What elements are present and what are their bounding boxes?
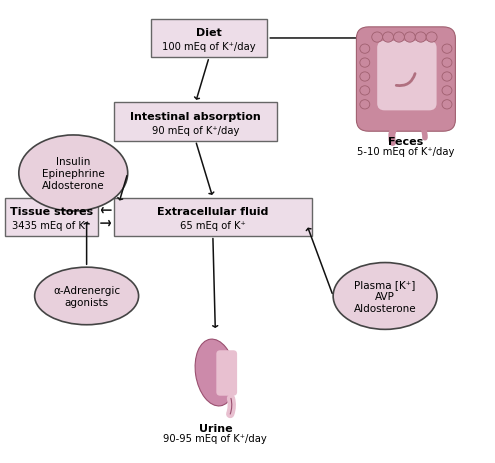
Ellipse shape bbox=[360, 59, 370, 68]
Text: Extracellular fluid: Extracellular fluid bbox=[157, 206, 269, 217]
Ellipse shape bbox=[442, 87, 452, 96]
Text: Insulin: Insulin bbox=[56, 156, 91, 167]
Text: Plasma [K⁺]: Plasma [K⁺] bbox=[354, 279, 416, 289]
Text: Tissue stores: Tissue stores bbox=[10, 206, 93, 217]
FancyArrowPatch shape bbox=[418, 122, 425, 138]
Text: 100 mEq of K⁺/day: 100 mEq of K⁺/day bbox=[162, 42, 256, 52]
Text: Feces: Feces bbox=[388, 136, 424, 146]
FancyBboxPatch shape bbox=[5, 198, 98, 236]
Text: 65 mEq of K⁺: 65 mEq of K⁺ bbox=[180, 220, 246, 231]
Ellipse shape bbox=[360, 73, 370, 82]
Text: Aldosterone: Aldosterone bbox=[354, 303, 416, 313]
Ellipse shape bbox=[372, 33, 383, 43]
Text: Diet: Diet bbox=[196, 28, 222, 38]
Ellipse shape bbox=[333, 263, 437, 330]
FancyBboxPatch shape bbox=[151, 20, 267, 58]
Text: Epinephrine: Epinephrine bbox=[42, 169, 104, 179]
Text: 5-10 mEq of K⁺/day: 5-10 mEq of K⁺/day bbox=[357, 146, 454, 156]
FancyArrowPatch shape bbox=[230, 399, 232, 414]
Text: 90-95 mEq of K⁺/day: 90-95 mEq of K⁺/day bbox=[163, 433, 267, 444]
Ellipse shape bbox=[426, 33, 437, 43]
Ellipse shape bbox=[404, 33, 415, 43]
Ellipse shape bbox=[442, 100, 452, 110]
Ellipse shape bbox=[442, 73, 452, 82]
FancyArrowPatch shape bbox=[230, 399, 232, 414]
Ellipse shape bbox=[394, 33, 404, 43]
Ellipse shape bbox=[360, 100, 370, 110]
FancyArrowPatch shape bbox=[396, 75, 415, 87]
Ellipse shape bbox=[383, 33, 394, 43]
Text: 3435 mEq of K⁺: 3435 mEq of K⁺ bbox=[12, 220, 91, 231]
FancyBboxPatch shape bbox=[356, 28, 455, 132]
Ellipse shape bbox=[19, 136, 128, 212]
Ellipse shape bbox=[195, 339, 236, 406]
FancyArrowPatch shape bbox=[392, 124, 399, 143]
FancyBboxPatch shape bbox=[216, 350, 237, 396]
Text: Intestinal absorption: Intestinal absorption bbox=[130, 112, 261, 122]
Ellipse shape bbox=[442, 59, 452, 68]
Ellipse shape bbox=[360, 87, 370, 96]
Ellipse shape bbox=[442, 45, 452, 54]
Text: agonists: agonists bbox=[64, 297, 109, 307]
Ellipse shape bbox=[415, 33, 426, 43]
FancyBboxPatch shape bbox=[114, 198, 312, 236]
Text: Aldosterone: Aldosterone bbox=[42, 181, 104, 191]
Ellipse shape bbox=[35, 268, 139, 325]
Text: AVP: AVP bbox=[375, 291, 395, 301]
Text: Urine: Urine bbox=[198, 423, 232, 433]
FancyBboxPatch shape bbox=[114, 103, 277, 141]
Text: α-Adrenergic: α-Adrenergic bbox=[53, 285, 120, 295]
Ellipse shape bbox=[360, 45, 370, 54]
FancyBboxPatch shape bbox=[377, 42, 437, 111]
Text: 90 mEq of K⁺/day: 90 mEq of K⁺/day bbox=[152, 125, 239, 136]
